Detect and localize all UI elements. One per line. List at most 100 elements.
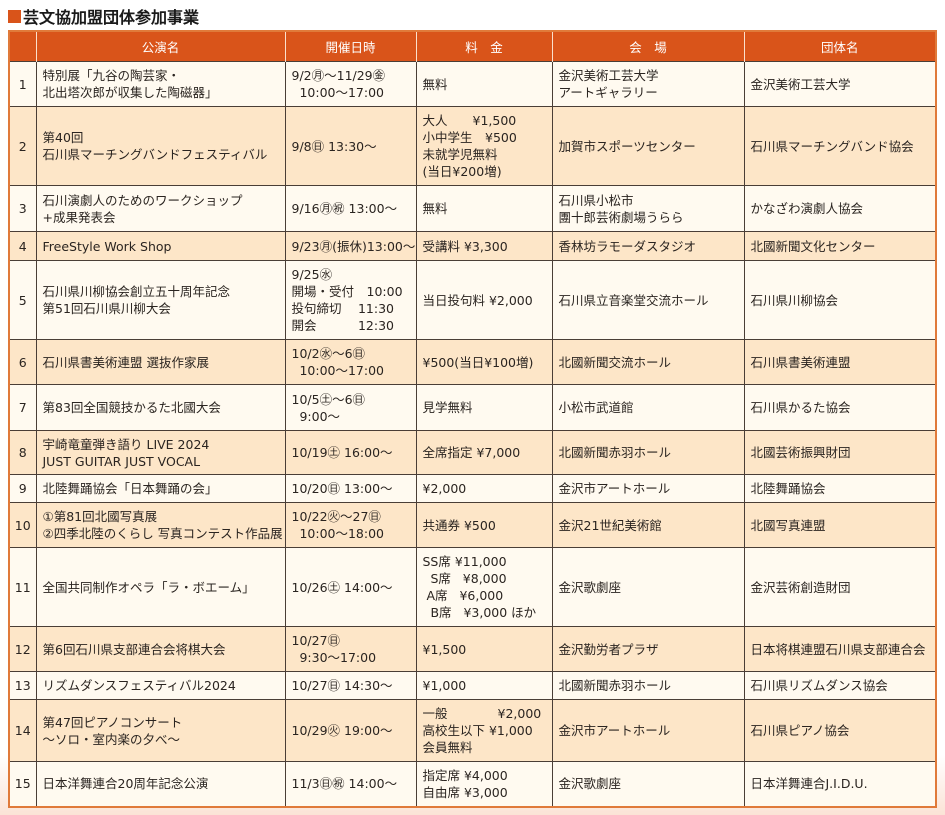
table-row: 4 FreeStyle Work Shop 9/23㊊(振休)13:00～ 受講料 ¥… bbox=[8, 231, 937, 261]
cell-event-name: リズムダンスフェスティバル2024 bbox=[35, 671, 286, 700]
header-venue: 会 場 bbox=[551, 31, 744, 62]
cell-fee: 全席指定 ¥7,000 bbox=[415, 430, 553, 475]
cell-venue: 北國新聞赤羽ホール bbox=[551, 671, 745, 700]
table-row: 15 日本洋舞連合20周年記念公演 11/3㊐㊗ 14:00～ 指定席 ¥4,000 … bbox=[8, 761, 937, 807]
cell-number: 11 bbox=[8, 547, 37, 627]
cell-date-time: 10/29㊋ 19:00～ bbox=[284, 699, 417, 762]
cell-fee: 共通券 ¥500 bbox=[415, 502, 553, 548]
events-table: 公演名 開催日時 料 金 会 場 団体名 1 特別展「九谷の陶芸家・ 北出塔次郎が… bbox=[8, 30, 937, 808]
table-row: 5 石川県川柳協会創立五十周年記念 第51回石川県川柳大会 9/25㊌ 開場・受付 … bbox=[8, 260, 937, 340]
cell-organization: 日本将棋連盟石川県支部連合会 bbox=[743, 626, 937, 672]
cell-number: 15 bbox=[8, 761, 37, 807]
cell-date-time: 11/3㊐㊗ 14:00～ bbox=[284, 761, 417, 807]
cell-fee: ¥1,000 bbox=[415, 671, 553, 700]
cell-venue: 石川県小松市 團十郎芸術劇場うらら bbox=[551, 185, 745, 232]
header-date-time: 開催日時 bbox=[284, 31, 416, 62]
cell-number: 10 bbox=[8, 502, 37, 548]
table-row: 12 第6回石川県支部連合会将棋大会 10/27㊐ 9:30～17:00 ¥1,500… bbox=[8, 626, 937, 672]
header-fee: 料 金 bbox=[415, 31, 552, 62]
cell-fee: ¥500(当日¥100増) bbox=[415, 339, 553, 385]
cell-fee: 受講料 ¥3,300 bbox=[415, 231, 553, 261]
cell-event-name: FreeStyle Work Shop bbox=[35, 231, 286, 261]
cell-date-time: 10/2㊌～6㊐ 10:00～17:00 bbox=[284, 339, 417, 385]
cell-fee: 一般 ¥2,000 高校生以下 ¥1,000 会員無料 bbox=[415, 699, 553, 762]
table-row: 3 石川演劇人のためのワークショップ +成果発表会 9/16㊊㊗ 13:00～ 無料石… bbox=[8, 185, 937, 232]
cell-venue: 北國新聞赤羽ホール bbox=[551, 430, 745, 475]
section-title: 芸文協加盟団体参加事業 bbox=[8, 4, 199, 28]
cell-date-time: 10/27㊐ 14:30～ bbox=[284, 671, 417, 700]
cell-venue: 香林坊ラモーダスタジオ bbox=[551, 231, 745, 261]
cell-date-time: 9/16㊊㊗ 13:00～ bbox=[284, 185, 417, 232]
cell-event-name: ①第81回北國写真展 ②四季北陸のくらし 写真コンテスト作品展 bbox=[35, 502, 286, 548]
cell-number: 5 bbox=[8, 260, 37, 340]
cell-organization: 日本洋舞連合J.I.D.U. bbox=[743, 761, 937, 807]
cell-date-time: 10/27㊐ 9:30～17:00 bbox=[284, 626, 417, 672]
cell-event-name: 第47回ピアノコンサート ～ソロ・室内楽の夕べ～ bbox=[35, 699, 286, 762]
cell-number: 6 bbox=[8, 339, 37, 385]
cell-date-time: 10/22㊋～27㊐ 10:00～18:00 bbox=[284, 502, 417, 548]
cell-event-name: 第40回 石川県マーチングバンドフェスティバル bbox=[35, 106, 286, 186]
cell-event-name: 石川県書美術連盟 選抜作家展 bbox=[35, 339, 286, 385]
cell-organization: 北國写真連盟 bbox=[743, 502, 937, 548]
cell-organization: 北國芸術振興財団 bbox=[743, 430, 937, 475]
cell-venue: 北國新聞交流ホール bbox=[551, 339, 745, 385]
cell-event-name: 特別展「九谷の陶芸家・ 北出塔次郎が収集した陶磁器」 bbox=[35, 61, 286, 107]
cell-number: 13 bbox=[8, 671, 37, 700]
cell-fee: 指定席 ¥4,000 自由席 ¥3,000 bbox=[415, 761, 553, 807]
cell-organization: 石川県ピアノ協会 bbox=[743, 699, 937, 762]
cell-fee: ¥2,000 bbox=[415, 474, 553, 503]
header-organization: 団体名 bbox=[743, 31, 936, 62]
table-body: 1 特別展「九谷の陶芸家・ 北出塔次郎が収集した陶磁器」 9/2㊊～11/29㊎ 1… bbox=[8, 61, 937, 807]
header-event-name: 公演名 bbox=[35, 31, 285, 62]
cell-number: 2 bbox=[8, 106, 37, 186]
cell-event-name: 日本洋舞連合20周年記念公演 bbox=[35, 761, 286, 807]
cell-event-name: 石川演劇人のためのワークショップ +成果発表会 bbox=[35, 185, 286, 232]
cell-organization: 石川県かるた協会 bbox=[743, 384, 937, 431]
cell-venue: 金沢美術工芸大学 アートギャラリー bbox=[551, 61, 745, 107]
cell-number: 7 bbox=[8, 384, 37, 431]
table-row: 6 石川県書美術連盟 選抜作家展 10/2㊌～6㊐ 10:00～17:00 ¥500(… bbox=[8, 339, 937, 385]
cell-fee: 大人 ¥1,500 小中学生 ¥500 未就学児無料 (当日¥200増) bbox=[415, 106, 553, 186]
cell-organization: 北國新聞文化センター bbox=[743, 231, 937, 261]
cell-venue: 金沢歌劇座 bbox=[551, 761, 745, 807]
cell-number: 8 bbox=[8, 430, 37, 475]
cell-event-name: 全国共同制作オペラ「ラ・ボエーム」 bbox=[35, 547, 286, 627]
table-row: 8 宇崎竜童弾き語り LIVE 2024 JUST GUITAR JUST VOC… bbox=[8, 430, 937, 475]
table-row: 14 第47回ピアノコンサート ～ソロ・室内楽の夕べ～ 10/29㊋ 19:00～一… bbox=[8, 699, 937, 762]
cell-fee: 見学無料 bbox=[415, 384, 553, 431]
cell-event-name: 石川県川柳協会創立五十周年記念 第51回石川県川柳大会 bbox=[35, 260, 286, 340]
cell-number: 9 bbox=[8, 474, 37, 503]
cell-number: 12 bbox=[8, 626, 37, 672]
cell-venue: 石川県立音楽堂交流ホール bbox=[551, 260, 745, 340]
cell-venue: 金沢市アートホール bbox=[551, 699, 745, 762]
cell-number: 14 bbox=[8, 699, 37, 762]
section-title-text: 芸文協加盟団体参加事業 bbox=[23, 8, 200, 27]
cell-organization: 金沢美術工芸大学 bbox=[743, 61, 937, 107]
cell-date-time: 10/5㊏～6㊐ 9:00～ bbox=[284, 384, 417, 431]
cell-date-time: 9/23㊊(振休)13:00～ bbox=[284, 231, 417, 261]
cell-organization: 石川県リズムダンス協会 bbox=[743, 671, 937, 700]
cell-venue: 金沢21世紀美術館 bbox=[551, 502, 745, 548]
table-row: 11 全国共同制作オペラ「ラ・ボエーム」 10/26㊏ 14:00～ SS席 ¥11,… bbox=[8, 547, 937, 627]
cell-organization: 石川県川柳協会 bbox=[743, 260, 937, 340]
table-row: 2 第40回 石川県マーチングバンドフェスティバル 9/8㊐ 13:30～ 大人 ¥1… bbox=[8, 106, 937, 186]
table-row: 7 第83回全国競技かるた北國大会 10/5㊏～6㊐ 9:00～ 見学無料 小松市武道館… bbox=[8, 384, 937, 431]
cell-event-name: 第6回石川県支部連合会将棋大会 bbox=[35, 626, 286, 672]
cell-venue: 金沢市アートホール bbox=[551, 474, 745, 503]
cell-organization: 石川県書美術連盟 bbox=[743, 339, 937, 385]
cell-date-time: 10/19㊏ 16:00～ bbox=[284, 430, 417, 475]
cell-number: 4 bbox=[8, 231, 37, 261]
cell-event-name: 宇崎竜童弾き語り LIVE 2024 JUST GUITAR JUST VOCA… bbox=[35, 430, 286, 475]
cell-fee: SS席 ¥11,000 S席 ¥8,000 A席 ¥6,000 B席 ¥3,00… bbox=[415, 547, 553, 627]
cell-event-name: 第83回全国競技かるた北國大会 bbox=[35, 384, 286, 431]
cell-number: 3 bbox=[8, 185, 37, 232]
cell-number: 1 bbox=[8, 61, 37, 107]
cell-organization: 北陸舞踊協会 bbox=[743, 474, 937, 503]
cell-fee: 無料 bbox=[415, 61, 553, 107]
cell-organization: 金沢芸術創造財団 bbox=[743, 547, 937, 627]
table-header-row: 公演名 開催日時 料 金 会 場 団体名 bbox=[8, 31, 936, 62]
cell-date-time: 9/25㊌ 開場・受付 10:00 投句締切 11:30 開会 12:30 bbox=[284, 260, 417, 340]
cell-venue: 金沢勤労者プラザ bbox=[551, 626, 745, 672]
cell-fee: 無料 bbox=[415, 185, 553, 232]
cell-venue: 金沢歌劇座 bbox=[551, 547, 745, 627]
